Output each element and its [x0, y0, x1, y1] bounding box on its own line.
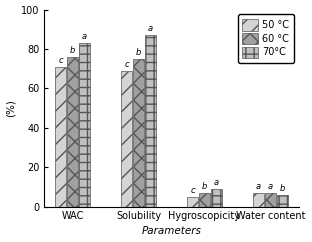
Text: b: b	[136, 48, 141, 57]
Bar	[55, 67, 66, 207]
Y-axis label: (%): (%)	[6, 99, 16, 117]
Bar	[121, 71, 132, 207]
Bar	[145, 35, 156, 207]
Text: b: b	[202, 182, 207, 191]
Text: c: c	[59, 56, 63, 65]
Bar	[67, 57, 78, 207]
Text: c: c	[190, 186, 195, 195]
Legend: 50 °C, 60 °C, 70°C: 50 °C, 60 °C, 70°C	[238, 15, 294, 63]
X-axis label: Parameters: Parameters	[142, 227, 202, 236]
Bar	[133, 59, 144, 207]
Text: a: a	[214, 178, 219, 187]
Text: b: b	[70, 46, 76, 55]
Bar	[79, 43, 90, 207]
Bar	[199, 193, 210, 207]
Text: b: b	[280, 184, 285, 193]
Text: a: a	[256, 182, 261, 191]
Bar	[265, 193, 276, 207]
Text: a: a	[148, 24, 153, 33]
Bar	[211, 189, 222, 207]
Bar	[187, 197, 198, 207]
Text: c: c	[124, 60, 129, 69]
Text: a: a	[268, 182, 273, 191]
Text: a: a	[82, 32, 87, 41]
Bar	[276, 195, 288, 207]
Bar	[253, 193, 264, 207]
